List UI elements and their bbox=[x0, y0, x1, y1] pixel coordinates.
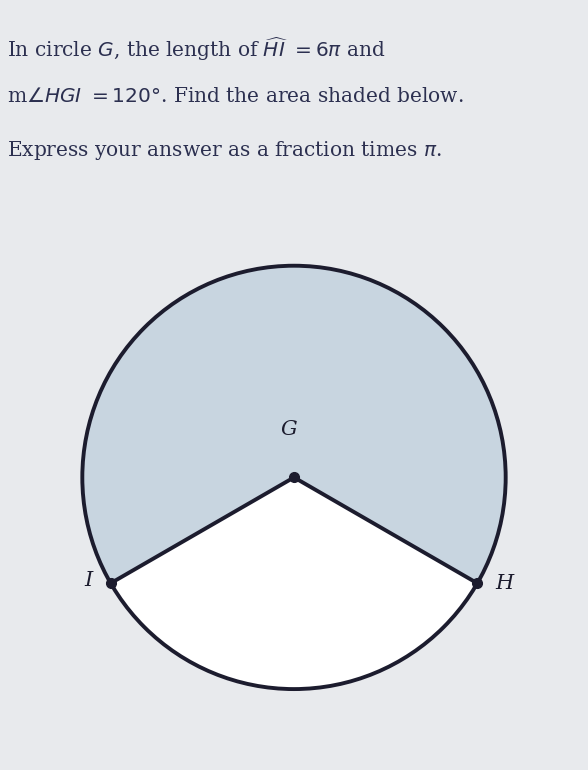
Text: m$\angle \it{HGI}$ $= 120°$. Find the area shaded below.: m$\angle \it{HGI}$ $= 120°$. Find the ar… bbox=[7, 87, 463, 106]
Text: In circle $\it{G}$, the length of $\widehat{\it{HI}}$ $= 6\pi$ and: In circle $\it{G}$, the length of $\wide… bbox=[7, 35, 386, 62]
Text: H: H bbox=[495, 574, 513, 593]
Circle shape bbox=[82, 266, 506, 689]
Text: I: I bbox=[85, 571, 93, 590]
Text: Express your answer as a fraction times $\pi$.: Express your answer as a fraction times … bbox=[7, 139, 442, 162]
Text: G: G bbox=[280, 420, 298, 440]
Polygon shape bbox=[82, 266, 506, 583]
